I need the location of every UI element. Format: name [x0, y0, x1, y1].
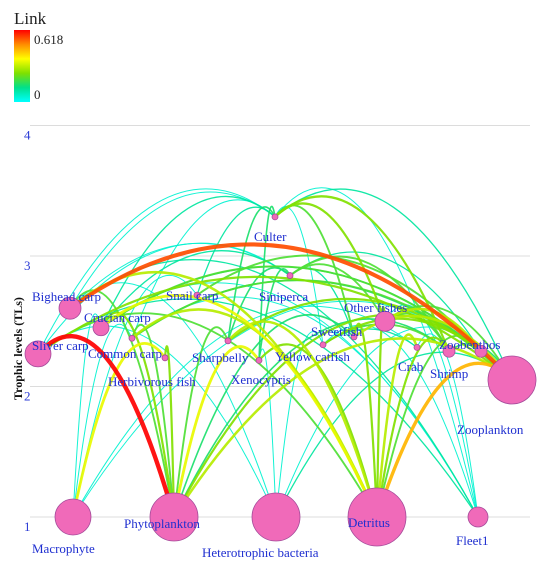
- link-phytoplankton-to-shrimp: [173, 318, 450, 518]
- tl-tick-label: 2: [24, 389, 31, 404]
- node-sharpbelly[interactable]: [224, 337, 232, 345]
- link-phytoplankton-to-zooplankton: [172, 337, 514, 519]
- node-label-sweetfish: Sweetfish: [311, 324, 363, 339]
- node-label-phytoplankton: Phytoplankton: [124, 516, 200, 531]
- node-culter[interactable]: [271, 213, 279, 221]
- node-label-snail-carp: Snail carp: [166, 288, 218, 303]
- link-detritus-to-sharpbelly: [226, 320, 379, 519]
- link-detritus-to-other-fishes: [375, 306, 387, 519]
- links-layer: [35, 187, 514, 520]
- node-label-sliver-carp: Sliver carp: [32, 338, 89, 353]
- legend-title: Link: [14, 9, 47, 28]
- node-label-zoobenthos: Zoobenthos: [439, 337, 500, 352]
- node-label-common-carp: Common carp: [88, 346, 162, 361]
- node-herbivorous-fish[interactable]: [161, 354, 169, 362]
- node-heterotrophic-bacteria[interactable]: [251, 492, 301, 542]
- node-siniperca[interactable]: [286, 272, 294, 279]
- node-common-carp[interactable]: [128, 334, 136, 342]
- link-phytoplankton-to-sharpbelly: [173, 326, 229, 518]
- link-other-fishes-to-siniperca: [289, 263, 386, 323]
- link-macrophyte-to-herbivorous-fish: [71, 342, 167, 519]
- node-crab[interactable]: [413, 343, 421, 351]
- node-detritus[interactable]: [347, 487, 407, 547]
- node-xenocypris[interactable]: [255, 356, 263, 364]
- link-zoobenthos-to-yellow-catfish: [321, 317, 483, 353]
- legend-max-label: 0.618: [34, 32, 63, 47]
- node-fleet1[interactable]: [467, 506, 489, 528]
- node-label-yellow-catfish: Yellow catfish: [275, 349, 350, 364]
- link-phytoplankton-to-sliver-carp: [35, 334, 177, 520]
- node-label-heterotrophic-bacteria: Heterotrophic bacteria: [202, 545, 319, 560]
- node-sliver-carp[interactable]: [24, 340, 52, 368]
- link-phytoplankton-to-xenocypris: [172, 345, 261, 519]
- node-label-crab: Crab: [398, 359, 423, 374]
- node-label-herbivorous-fish: Herbivorous fish: [108, 374, 196, 389]
- link-phytoplankton-to-bighead-carp: [69, 289, 175, 518]
- node-label-detritus: Detritus: [348, 515, 390, 530]
- node-yellow-catfish[interactable]: [319, 341, 327, 349]
- link-phytoplankton-to-herbivorous-fish: [163, 345, 176, 519]
- link-other-fishes-to-culter: [273, 202, 387, 323]
- link-culter-to-fleet1: [274, 187, 479, 518]
- tl-tick-label: 3: [24, 258, 31, 273]
- link-yellow-catfish-to-culter: [274, 206, 324, 346]
- node-label-xenocypris: Xenocypris: [231, 372, 291, 387]
- node-label-shrimp: Shrimp: [430, 366, 468, 381]
- link-zooplankton-to-bighead-carp: [68, 242, 514, 382]
- node-label-zooplankton: Zooplankton: [457, 422, 524, 437]
- link-detritus-to-shrimp: [375, 336, 451, 519]
- node-bighead-carp[interactable]: [58, 296, 82, 320]
- node-label-sharpbelly: Sharpbelly: [192, 350, 249, 365]
- link-zooplankton-to-culter: [274, 188, 513, 381]
- legend-color-bar: [14, 30, 30, 102]
- link-detritus-to-crucian-carp: [99, 293, 379, 519]
- link-phytoplankton-to-crucian-carp: [99, 311, 176, 519]
- axis-title: Trophic levels (TLs): [11, 297, 25, 400]
- link-shrimp-to-culter: [273, 195, 451, 353]
- link-xenocypris-to-culter: [258, 205, 276, 362]
- node-zooplankton[interactable]: [487, 355, 537, 405]
- link-detritus-to-crab: [375, 333, 419, 519]
- node-label-macrophyte: Macrophyte: [32, 541, 95, 556]
- legend-min-label: 0: [34, 87, 41, 102]
- link-zooplankton-to-sliver-carp: [36, 275, 514, 382]
- node-label-other-fishes: Other fishes: [344, 300, 407, 315]
- node-label-culter: Culter: [254, 229, 287, 244]
- node-phytoplankton[interactable]: [149, 492, 199, 542]
- node-label-siniperca: Siniperca: [259, 289, 308, 304]
- node-other-fishes[interactable]: [374, 310, 396, 332]
- link-phytoplankton-to-common-carp: [131, 324, 175, 518]
- tl-tick-label: 4: [24, 128, 31, 143]
- node-label-fleet1: Fleet1: [456, 533, 489, 548]
- node-label-bighead-carp: Bighead carp: [32, 289, 101, 304]
- node-crucian-carp[interactable]: [92, 319, 110, 337]
- nodes-layer: [24, 213, 537, 547]
- link-zooplankton-to-sweetfish: [352, 314, 514, 382]
- legend: Link 0.618 0: [14, 9, 63, 102]
- node-zoobenthos[interactable]: [474, 344, 488, 358]
- trophic-level-ticks: 1 2 3 4: [24, 128, 31, 535]
- link-snail-carp-to-culter: [196, 206, 276, 296]
- link-macrophyte-to-crab: [72, 305, 418, 518]
- node-label-crucian-carp: Crucian carp: [84, 310, 151, 325]
- node-macrophyte[interactable]: [54, 498, 92, 536]
- node-sweetfish[interactable]: [350, 333, 358, 341]
- link-crucian-carp-to-culter: [100, 195, 276, 329]
- node-snail-carp[interactable]: [193, 291, 201, 299]
- tl-tick-label: 1: [24, 519, 31, 534]
- node-shrimp[interactable]: [442, 344, 456, 358]
